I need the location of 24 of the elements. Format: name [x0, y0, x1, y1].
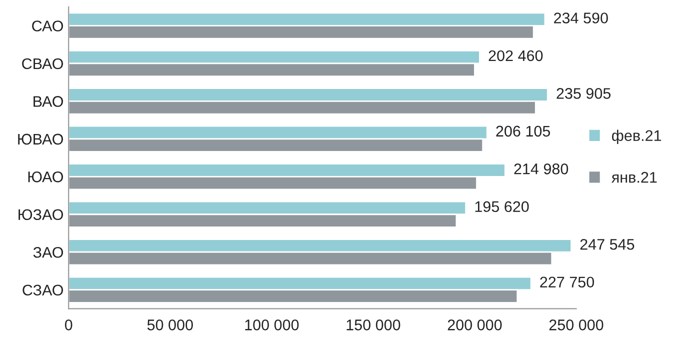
y-tick-label: САО [32, 20, 64, 32]
y-tick-label: ЗАО [33, 246, 64, 258]
x-tick-label: 200 000 [448, 320, 502, 330]
y-tick-label: ЮВАО [18, 134, 64, 145]
x-tick-label: 150 000 [346, 320, 400, 330]
data-label: 235 905 [556, 88, 611, 99]
legend-label: фев.21 [612, 130, 662, 144]
data-label: 247 545 [580, 238, 634, 250]
data-label: 214 980 [514, 164, 568, 174]
legend-label: янв.21 [612, 172, 657, 183]
data-label: 202 460 [488, 50, 543, 62]
data-label: 195 620 [475, 201, 529, 212]
y-tick-label: СЗАО [22, 284, 64, 296]
x-tick-label: 50 000 [147, 320, 193, 330]
data-label: 227 750 [540, 276, 594, 288]
y-tick-label: ЮАО [28, 172, 64, 182]
data-label: 234 590 [554, 12, 608, 24]
x-tick-label: 0 [64, 320, 72, 330]
y-tick-label: СВАО [22, 58, 64, 70]
y-tick-label: ВАО [34, 96, 64, 107]
x-tick-label: 250 000 [549, 320, 604, 330]
data-label: 206 105 [496, 126, 550, 137]
y-tick-label: ЮЗАО [18, 209, 64, 220]
x-tick-label: 100 000 [245, 320, 299, 330]
